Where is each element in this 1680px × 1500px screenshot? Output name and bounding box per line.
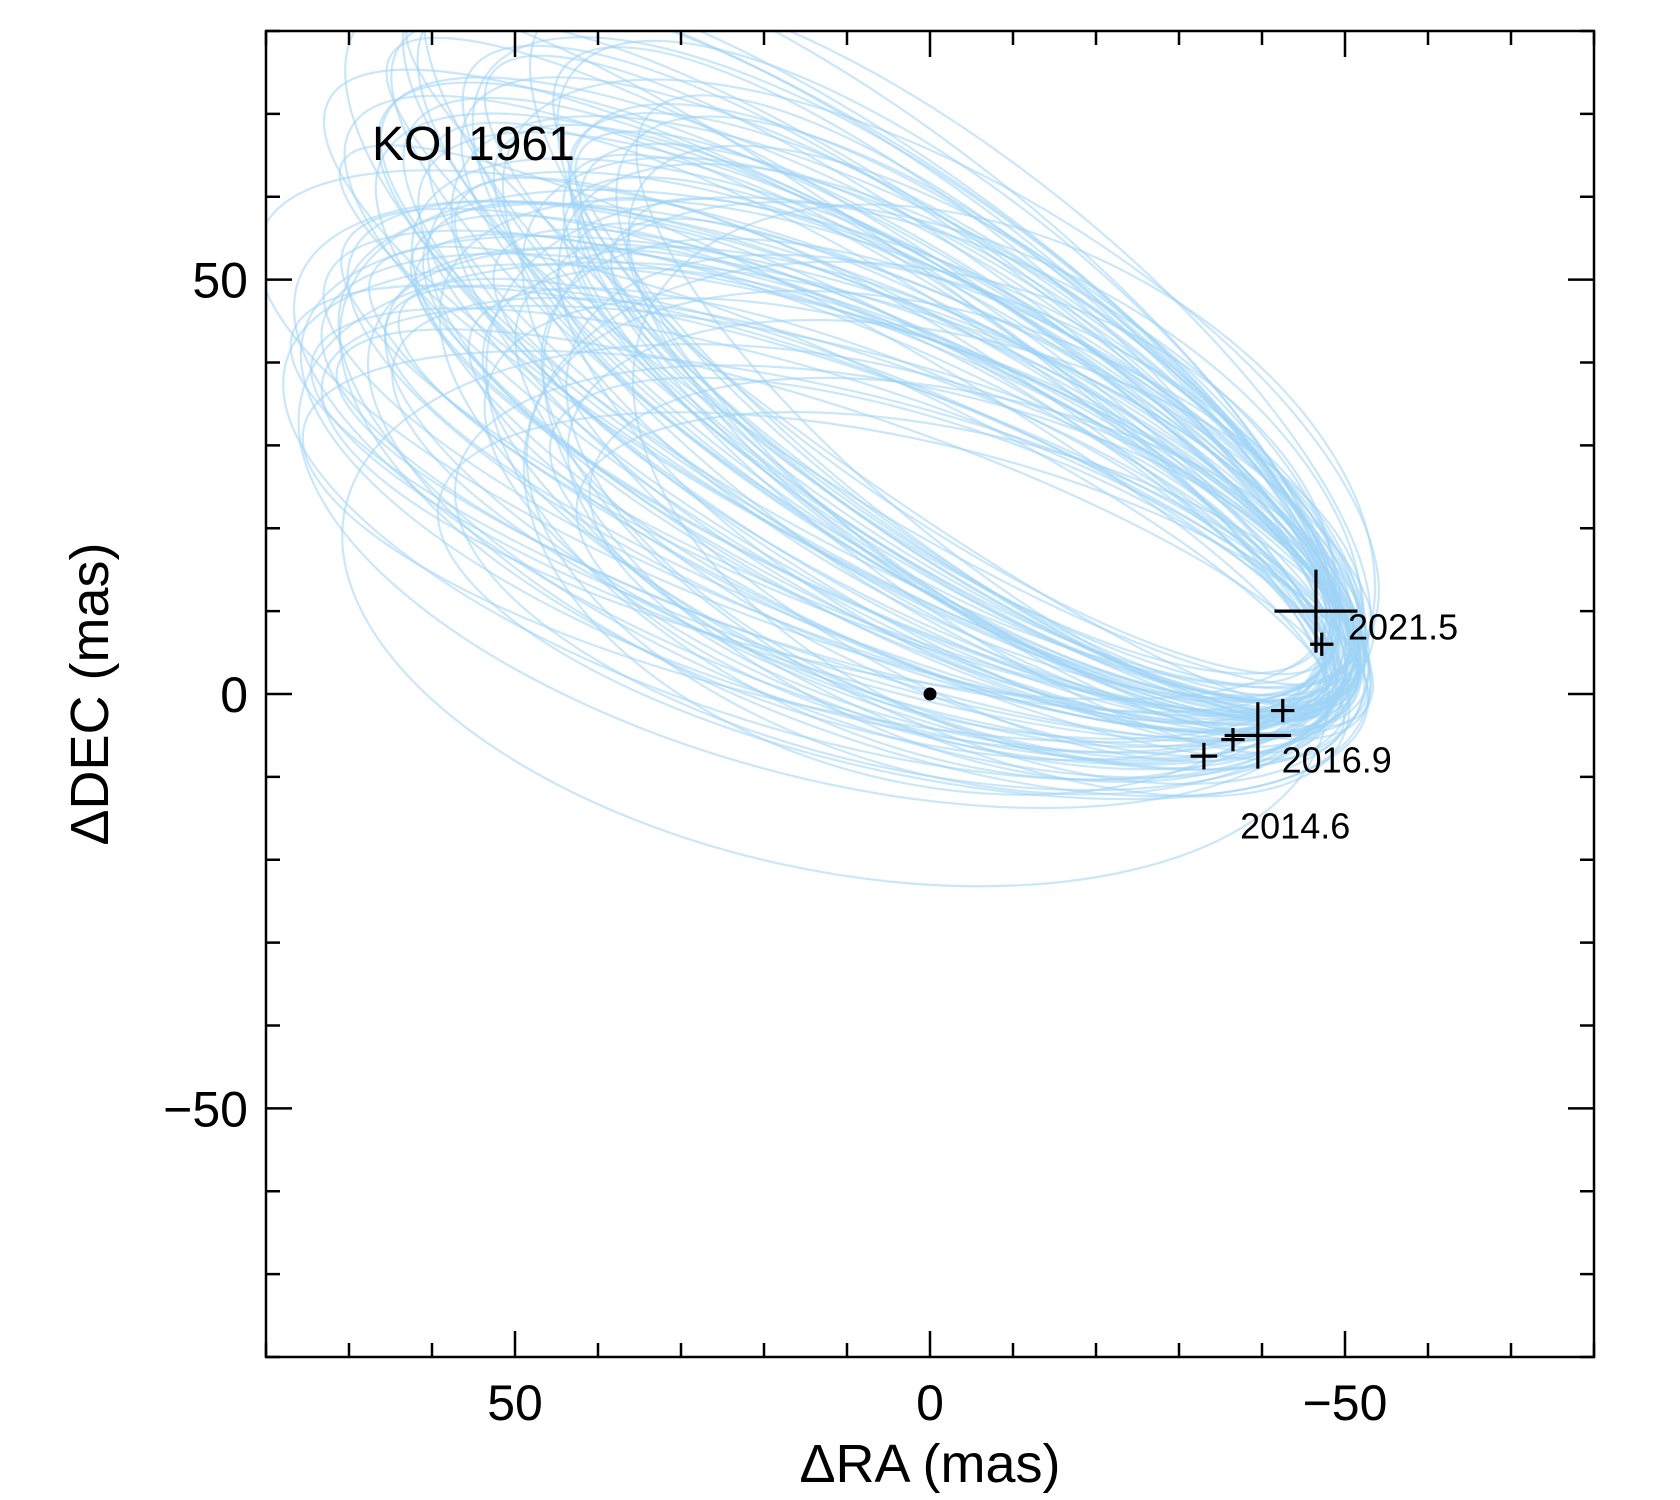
orbit-curve — [292, 199, 1341, 762]
orbit-curve — [610, 217, 1359, 707]
epoch-label: 2021.5 — [1348, 607, 1458, 648]
astrometry-point: 2016.9 — [1224, 702, 1392, 780]
epoch-label: 2016.9 — [1282, 739, 1392, 780]
epoch-label: 2014.6 — [1240, 806, 1350, 847]
astrometry-point — [1221, 727, 1245, 752]
orbit-curve — [436, 411, 1370, 801]
orbit-ensemble — [266, 31, 1380, 888]
orbit-curve — [376, 81, 1362, 713]
x-axis-title: ΔRA (mas) — [799, 1434, 1060, 1494]
orbit-curve — [471, 36, 1334, 721]
orbit-curve — [461, 44, 1372, 741]
system-annotation: KOI 1961 — [372, 118, 575, 171]
x-tick-label: −50 — [1303, 1375, 1388, 1431]
tick-labels: 50 0 −50 50 0 −50 — [163, 253, 1387, 1431]
orbit-curve — [557, 162, 1332, 724]
x-tick-label: 0 — [916, 1375, 944, 1431]
orbit-curve — [338, 188, 1336, 762]
orbit-curve — [340, 207, 1356, 714]
orbit-curve — [335, 328, 1344, 743]
primary-star-marker — [923, 687, 937, 701]
orbit-curve — [301, 349, 1340, 744]
astrometry-point: 2021.5 — [1274, 569, 1458, 653]
orbit-curve — [391, 296, 1332, 748]
orbit-curve — [501, 78, 1380, 699]
orbit-curve — [417, 131, 1365, 727]
orbit-curve — [548, 376, 1350, 771]
orbit-curve — [409, 214, 1366, 718]
x-tick-label: 50 — [487, 1375, 543, 1431]
y-tick-label: 0 — [220, 667, 248, 723]
orbit-curve — [282, 263, 1349, 781]
orbit-curve — [453, 364, 1360, 792]
y-tick-label: 50 — [192, 253, 248, 309]
orbit-curve — [421, 201, 1370, 735]
y-axis-title: ΔDEC (mas) — [60, 542, 120, 845]
orbit-curve — [266, 169, 1375, 717]
astrometry-point — [1310, 632, 1334, 656]
astrometry-points: 2021.5 2016.9 2014.6 — [923, 569, 1458, 847]
y-tick-label: −50 — [163, 1081, 248, 1137]
plot-frame — [264, 29, 1596, 1359]
astrometry-point: 2014.6 — [1190, 742, 1350, 847]
astrometry-point — [1271, 698, 1295, 723]
orbit-curve — [383, 284, 1369, 738]
